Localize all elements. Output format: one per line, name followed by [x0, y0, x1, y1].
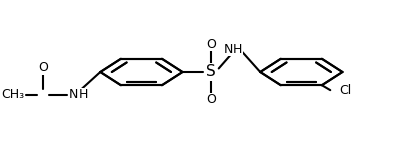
Text: Cl: Cl [339, 84, 351, 97]
Text: O: O [206, 93, 216, 106]
Text: CH₃: CH₃ [1, 88, 24, 101]
Text: O: O [206, 38, 216, 51]
Text: O: O [8, 88, 18, 101]
Text: N: N [69, 88, 78, 101]
Text: N: N [223, 43, 233, 56]
Text: S: S [206, 65, 216, 79]
Text: O: O [38, 61, 48, 74]
Text: H: H [78, 88, 88, 101]
Text: H: H [233, 43, 242, 56]
